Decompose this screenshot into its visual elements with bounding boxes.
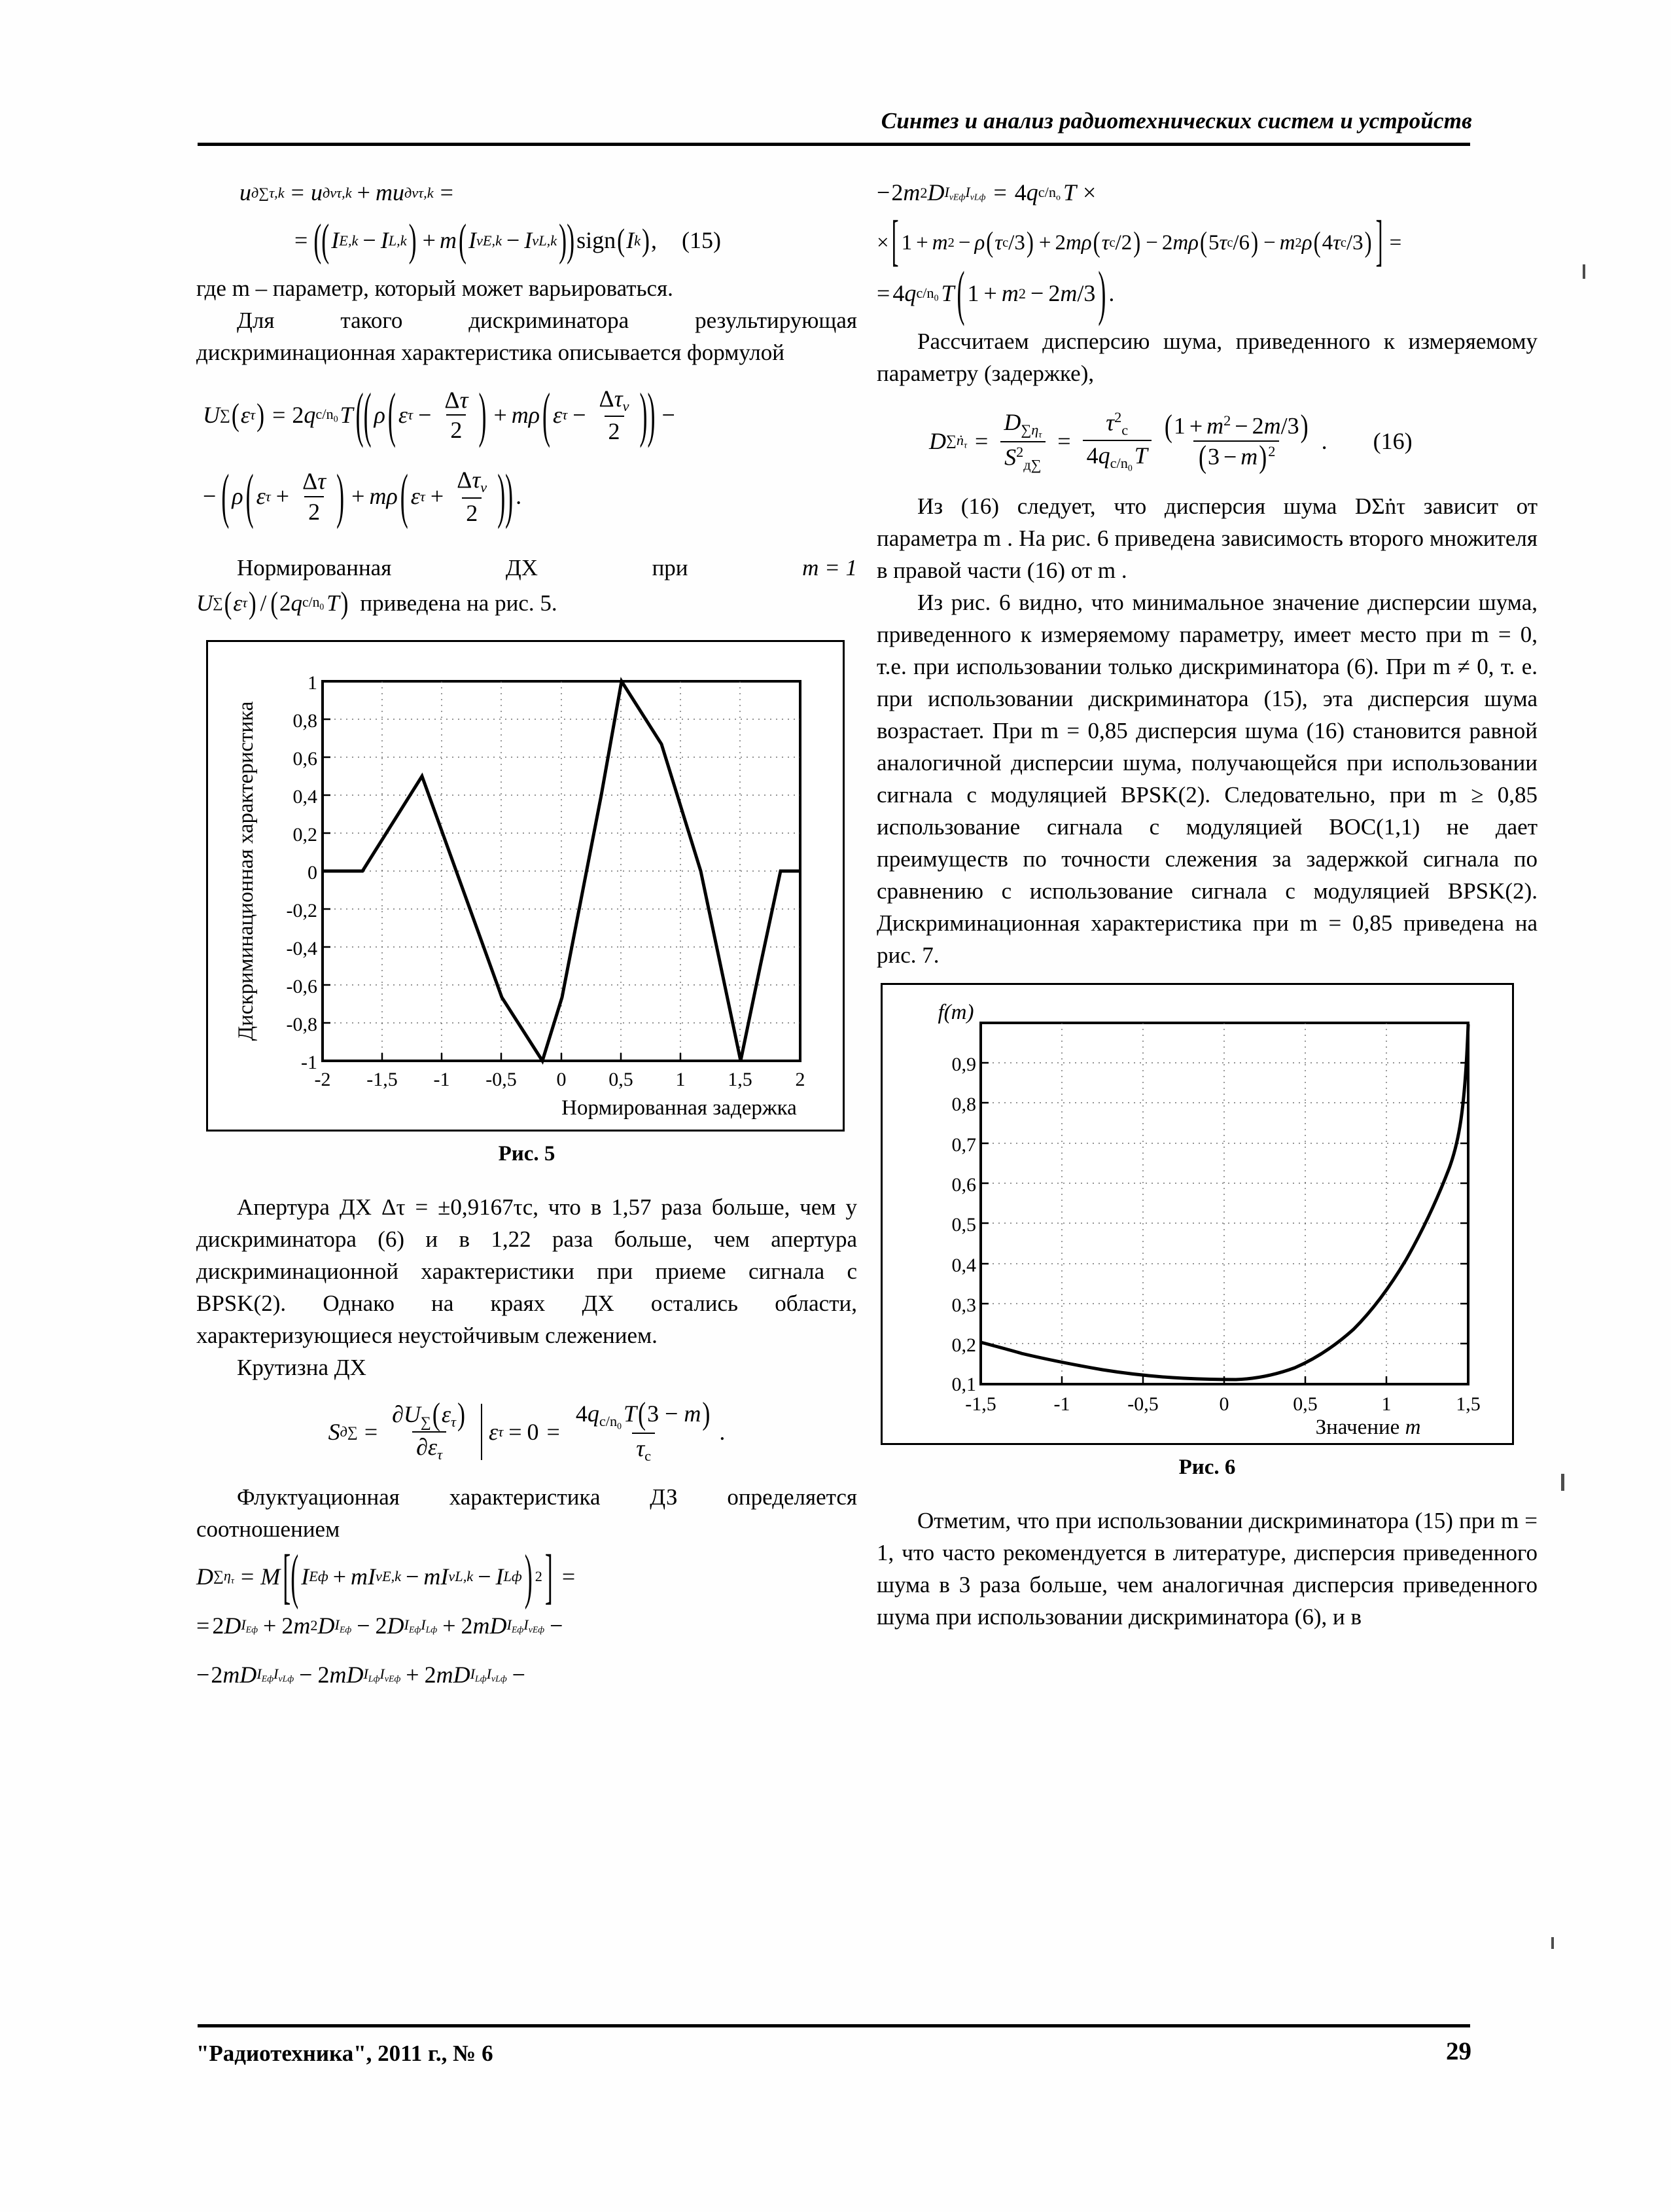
svg-text:1: 1: [676, 1069, 686, 1090]
equation-normalized-dx: U ∑(ε τ) / (2 q с/n0 T) приведена на рис. 5.: [196, 585, 557, 620]
svg-text:-0,2: -0,2: [287, 900, 318, 921]
figure-5: 1 0,8 0,6 0,4 0,2 0 -0,2 -0,4 -0,6 -0,8 …: [206, 639, 845, 1132]
svg-text:-0,4: -0,4: [287, 938, 318, 959]
svg-text:0,3: 0,3: [952, 1294, 977, 1316]
svg-text:0,2: 0,2: [293, 824, 318, 846]
normalized-word-1: Нормированная: [237, 554, 392, 580]
figure-6-ylabel: f(m): [938, 1001, 974, 1024]
svg-text:0,8: 0,8: [952, 1094, 977, 1115]
svg-text:0,1: 0,1: [952, 1374, 977, 1395]
svg-text:1,5: 1,5: [728, 1069, 752, 1090]
svg-text:0,6: 0,6: [293, 748, 318, 770]
scan-artifact: [1561, 1474, 1564, 1491]
svg-text:0,2: 0,2: [952, 1334, 977, 1356]
scan-artifact: [1583, 264, 1585, 279]
equation-16: D ∑ṅτ = D∑ητ S2д∑ = τ2с 4qс/n0T (1 + m2−2m/…: [929, 408, 1413, 474]
figure-6-caption: Рис. 6: [1178, 1455, 1236, 1479]
running-head: Синтез и анализ радиотехнических систем …: [881, 108, 1472, 134]
svg-text:2: 2: [796, 1069, 805, 1090]
svg-text:0: 0: [308, 862, 317, 883]
svg-text:0,9: 0,9: [952, 1054, 977, 1075]
svg-text:-1,5: -1,5: [965, 1393, 996, 1415]
svg-text:0,5: 0,5: [952, 1214, 977, 1236]
svg-text:-0,8: -0,8: [287, 1014, 318, 1035]
paragraph-fluctuation: Флуктуационная характеристика ДЗ определ…: [196, 1484, 857, 1542]
paragraph-normalized-line: Нормированная ДХ при m = 1: [196, 555, 857, 581]
footer-rule: [198, 2024, 1470, 2027]
right-column: −2 m 2 D IvEфIvLф = 4 q с/no T × ×[ 1 + m 2 − ρ(τ с/3…: [877, 164, 1538, 1633]
normalized-word-4: m = 1: [802, 554, 857, 580]
svg-text:0,5: 0,5: [1293, 1393, 1318, 1415]
left-column: u д∑τ,k = u дvτ,k + mu дvτ,k = =(( I E,k − I…: [196, 164, 857, 1690]
figure-6-series: [980, 1024, 1470, 1382]
figure-6-chart: 0,9 0,8 0,7 0,6 0,5 0,4 0,3 0,2 0,1 -1,5…: [938, 1001, 1481, 1439]
svg-text:-0,5: -0,5: [485, 1069, 517, 1090]
svg-text:0,4: 0,4: [952, 1255, 977, 1276]
equation-15: u д∑τ,k = u дvτ,k + mu дvτ,k = =(( I E,k − I…: [239, 179, 721, 265]
svg-text:0,5: 0,5: [608, 1069, 633, 1090]
svg-text:-1: -1: [434, 1069, 450, 1090]
svg-text:0,4: 0,4: [293, 786, 318, 808]
figure-5-ylabel: Дискриминационная характеристика: [234, 701, 258, 1041]
figure-6: 0,9 0,8 0,7 0,6 0,5 0,4 0,3 0,2 0,1 -1,5…: [881, 982, 1514, 1445]
svg-text:-0,5: -0,5: [1127, 1393, 1159, 1415]
scan-artifact: [1551, 1937, 1554, 1949]
svg-text:0,8: 0,8: [293, 710, 318, 732]
paragraph-for-such-discriminator: Для такого дискриминатора результирующая…: [196, 308, 857, 365]
normalized-word-3: при: [652, 554, 688, 580]
footer-page-number: 29: [1446, 2037, 1471, 2065]
figure-6-xlabel: Значение m: [1316, 1416, 1421, 1439]
normalized-tail: приведена на рис. 5.: [360, 590, 557, 616]
equation-d-sigma: D ∑ητ = M [( I Eф + mI vE,k − mI vL,k − I Lф ) 2] …: [196, 1542, 576, 1688]
equation-continued: −2 m 2 D IvEфIvLф = 4 q с/no T × ×[ 1 + m 2 − ρ(τ с/3…: [877, 179, 1402, 327]
svg-text:1: 1: [1382, 1393, 1392, 1415]
paragraph-calc-dispersion: Рассчитаем дисперсию шума, приведенного …: [877, 329, 1538, 387]
svg-text:1,5: 1,5: [1456, 1393, 1481, 1415]
svg-text:-0,6: -0,6: [287, 976, 318, 997]
normalized-word-2: ДХ: [505, 554, 538, 580]
figure-5-series: [323, 676, 800, 1065]
footer-journal: "Радиотехника", 2011 г., № 6: [196, 2041, 493, 2066]
figure-5-caption: Рис. 5: [498, 1141, 555, 1166]
svg-text:-1: -1: [1054, 1393, 1070, 1415]
figure-5-xlabel: Нормированная задержка: [561, 1096, 797, 1120]
svg-text:0: 0: [557, 1069, 567, 1090]
svg-text:0,7: 0,7: [952, 1134, 977, 1156]
figure-5-chart: 1 0,8 0,6 0,4 0,2 0 -0,2 -0,4 -0,6 -0,8 …: [234, 672, 805, 1120]
paragraph-slope-label: Крутизна ДХ: [237, 1354, 366, 1380]
svg-text:-1: -1: [301, 1052, 317, 1073]
svg-text:-2: -2: [315, 1069, 331, 1090]
paragraph-from-16: Из (16) следует, что дисперсия шума DΣṅτ…: [877, 493, 1538, 583]
svg-text:0: 0: [1220, 1393, 1229, 1415]
paragraph-aperture: Апертура ДХ Δτ = ±0,9167τс, что в 1,57 р…: [196, 1194, 857, 1348]
svg-text:1: 1: [308, 672, 317, 694]
paragraph-note: Отметим, что при использовании дискримин…: [877, 1507, 1538, 1630]
svg-text:-1,5: -1,5: [366, 1069, 398, 1090]
svg-text:0,6: 0,6: [952, 1174, 977, 1196]
paragraph-where: где m – параметр, который может варьиров…: [196, 276, 673, 301]
header-rule: [198, 143, 1470, 146]
paragraph-from-fig6: Из рис. 6 видно, что минимальное значени…: [877, 589, 1538, 968]
